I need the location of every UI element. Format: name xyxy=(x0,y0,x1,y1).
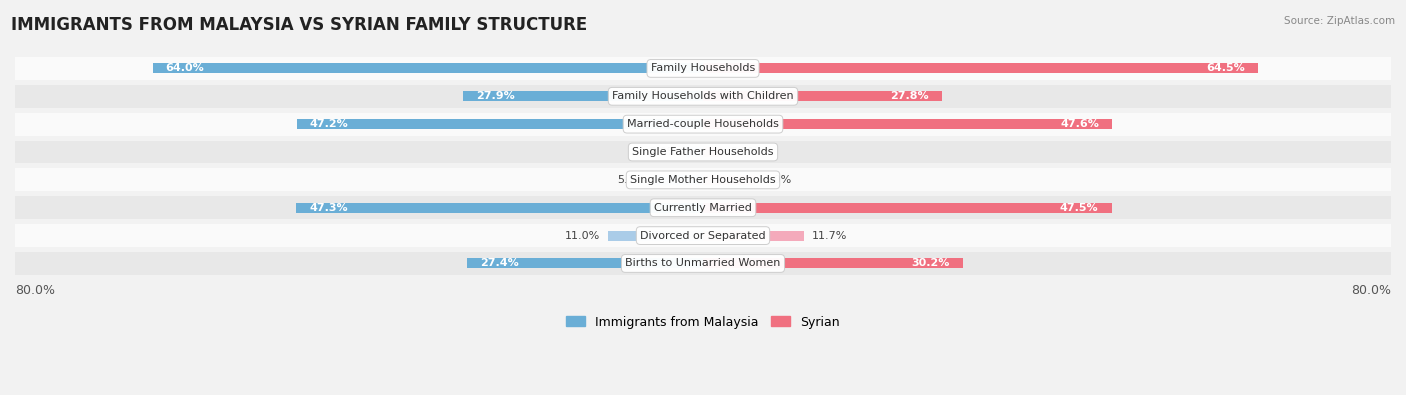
Text: 47.2%: 47.2% xyxy=(309,119,349,129)
Text: 80.0%: 80.0% xyxy=(1351,284,1391,297)
Bar xyxy=(15,168,1391,191)
Bar xyxy=(463,91,703,101)
Text: 2.0%: 2.0% xyxy=(648,147,678,157)
Text: Family Households with Children: Family Households with Children xyxy=(612,91,794,101)
Bar xyxy=(703,258,963,269)
Bar xyxy=(609,231,703,241)
Text: 47.6%: 47.6% xyxy=(1060,119,1099,129)
Text: Married-couple Households: Married-couple Households xyxy=(627,119,779,129)
Text: Single Mother Households: Single Mother Households xyxy=(630,175,776,185)
Text: Family Households: Family Households xyxy=(651,64,755,73)
Bar xyxy=(15,85,1391,108)
Text: 30.2%: 30.2% xyxy=(911,258,950,269)
Bar xyxy=(703,91,942,101)
Bar xyxy=(703,203,1112,213)
Bar xyxy=(703,119,1112,129)
Bar xyxy=(15,141,1391,164)
Text: 27.9%: 27.9% xyxy=(477,91,515,101)
Text: 80.0%: 80.0% xyxy=(15,284,55,297)
Text: 47.3%: 47.3% xyxy=(309,203,347,213)
Text: 11.0%: 11.0% xyxy=(565,231,600,241)
Bar xyxy=(297,203,703,213)
Bar xyxy=(703,64,1258,73)
Bar xyxy=(15,224,1391,247)
Bar xyxy=(153,64,703,73)
Bar xyxy=(15,196,1391,219)
Bar xyxy=(15,252,1391,275)
Text: IMMIGRANTS FROM MALAYSIA VS SYRIAN FAMILY STRUCTURE: IMMIGRANTS FROM MALAYSIA VS SYRIAN FAMIL… xyxy=(11,16,588,34)
Bar xyxy=(703,231,804,241)
Bar xyxy=(654,175,703,185)
Text: Divorced or Separated: Divorced or Separated xyxy=(640,231,766,241)
Text: 27.4%: 27.4% xyxy=(481,258,519,269)
Text: Source: ZipAtlas.com: Source: ZipAtlas.com xyxy=(1284,16,1395,26)
Bar xyxy=(686,147,703,157)
Bar xyxy=(297,119,703,129)
Text: 2.2%: 2.2% xyxy=(731,147,759,157)
Bar xyxy=(15,113,1391,135)
Text: Single Father Households: Single Father Households xyxy=(633,147,773,157)
Text: Currently Married: Currently Married xyxy=(654,203,752,213)
Text: 64.5%: 64.5% xyxy=(1206,64,1244,73)
Bar xyxy=(15,57,1391,80)
Text: 27.8%: 27.8% xyxy=(890,91,929,101)
Text: Births to Unmarried Women: Births to Unmarried Women xyxy=(626,258,780,269)
Text: 11.7%: 11.7% xyxy=(813,231,848,241)
Bar xyxy=(703,147,721,157)
Text: 5.7%: 5.7% xyxy=(617,175,645,185)
Text: 64.0%: 64.0% xyxy=(166,64,204,73)
Bar xyxy=(467,258,703,269)
Text: 47.5%: 47.5% xyxy=(1060,203,1098,213)
Legend: Immigrants from Malaysia, Syrian: Immigrants from Malaysia, Syrian xyxy=(561,310,845,333)
Text: 6.0%: 6.0% xyxy=(763,175,792,185)
Bar xyxy=(703,175,755,185)
